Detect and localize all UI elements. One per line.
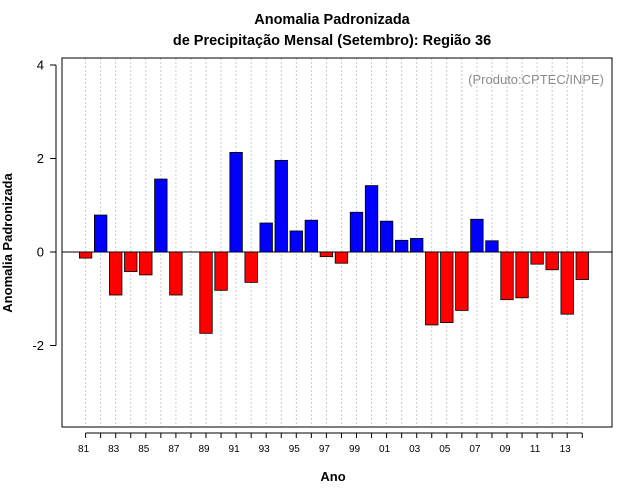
y-tick-label: 0 xyxy=(37,245,44,260)
bar-1987 xyxy=(169,251,183,296)
bar-2000 xyxy=(364,185,379,253)
x-tick-label: 97 xyxy=(319,444,331,455)
y-axis: -2 0 2 4 xyxy=(32,58,57,353)
bar-2011 xyxy=(530,251,544,265)
x-tick-label: 85 xyxy=(138,444,150,455)
chart-title-line1: Anomalia Padronizada xyxy=(254,12,410,28)
bar-1992 xyxy=(244,251,258,283)
x-tick-label: 93 xyxy=(259,444,271,455)
x-tick-label: 83 xyxy=(108,444,120,455)
bar-1986 xyxy=(154,178,168,253)
bar-1984 xyxy=(124,251,138,273)
x-tick-label: 91 xyxy=(229,444,241,455)
bar-2005 xyxy=(440,251,454,323)
x-tick-label: 07 xyxy=(469,444,481,455)
bar-2001 xyxy=(379,220,394,253)
bar-2013 xyxy=(560,251,574,315)
chart-title-line2: de Precipitação Mensal (Setembro): Regiã… xyxy=(173,33,491,49)
bar-1993 xyxy=(259,222,273,253)
bar-1985 xyxy=(139,251,153,276)
x-tick-label: 81 xyxy=(78,444,90,455)
bar-2007 xyxy=(470,218,484,253)
bar-1982 xyxy=(94,214,108,253)
x-axis: 81 83 85 87 89 91 93 95 97 99 01 03 05 07 09 11 13 xyxy=(78,432,583,455)
bar-1998 xyxy=(334,251,349,264)
x-tick-label: 03 xyxy=(409,444,421,455)
bar-2009 xyxy=(500,251,514,301)
x-tick-label: 13 xyxy=(560,444,572,455)
bar-1994 xyxy=(274,159,288,253)
bar-2010 xyxy=(515,251,529,299)
x-tick-label: 95 xyxy=(289,444,301,455)
bar-2008 xyxy=(485,240,499,253)
bar-2002 xyxy=(394,239,409,253)
x-axis-label: Ano xyxy=(320,469,345,484)
bar-1991 xyxy=(229,152,243,253)
y-tick-label: 4 xyxy=(37,58,44,73)
bar-2004 xyxy=(425,251,439,326)
bar-1981 xyxy=(78,251,93,259)
y-tick-label: -2 xyxy=(32,338,44,353)
bar-2003 xyxy=(410,238,424,253)
x-tick-label: 01 xyxy=(379,444,391,455)
bar-1989 xyxy=(199,251,213,334)
bars xyxy=(78,152,589,334)
bar-2012 xyxy=(545,251,559,271)
bar-1983 xyxy=(109,251,123,296)
x-tick-label: 09 xyxy=(499,444,511,455)
bar-1999 xyxy=(349,211,364,253)
bar-1990 xyxy=(214,251,228,291)
x-tick-label: 11 xyxy=(530,444,541,455)
bar-1997 xyxy=(319,251,334,258)
credit-text: (Produto:CPTEC/INPE) xyxy=(468,72,604,87)
y-axis-label: Anomalia Padronizada xyxy=(0,173,15,313)
y-tick-label: 2 xyxy=(37,151,44,166)
bar-1995 xyxy=(289,230,303,253)
x-tick-label: 87 xyxy=(168,444,180,455)
x-tick-label: 99 xyxy=(349,444,361,455)
bar-2014 xyxy=(575,251,589,280)
bar-1996 xyxy=(304,219,319,253)
bar-2006 xyxy=(455,251,469,311)
x-tick-label: 89 xyxy=(198,444,210,455)
x-tick-label: 05 xyxy=(439,444,451,455)
plot-frame xyxy=(61,57,613,428)
